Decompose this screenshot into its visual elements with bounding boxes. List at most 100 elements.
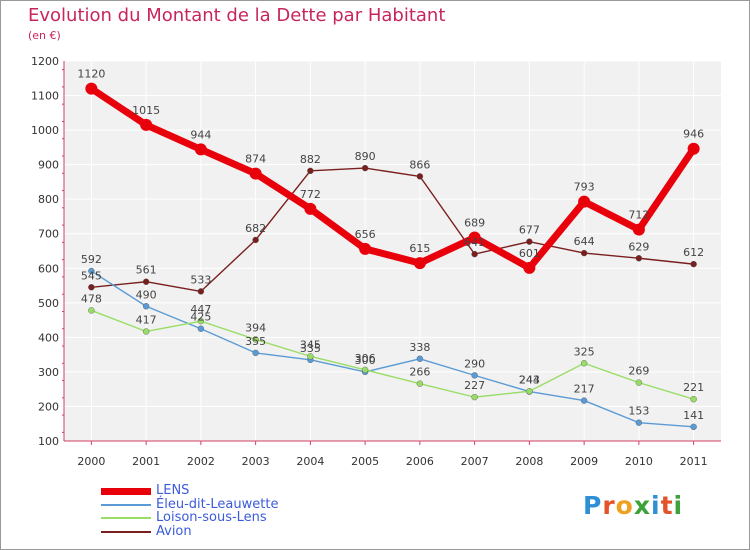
- data-label-avion: 629: [628, 240, 649, 253]
- x-tick-label: 2000: [77, 455, 105, 468]
- data-label-loison-sous-lens: 244: [519, 373, 540, 386]
- data-label-avion: 866: [409, 158, 430, 171]
- y-tick-label: 100: [38, 435, 59, 448]
- data-label-lens: 615: [409, 242, 430, 255]
- x-tick-label: 2009: [570, 455, 598, 468]
- data-label-leu-dit-leauwette: 355: [245, 335, 266, 348]
- data-label-leu-dit-leauwette: 592: [81, 253, 102, 266]
- logo-letter: o: [615, 491, 634, 520]
- data-label-lens: 772: [300, 188, 321, 201]
- data-point-loison-sous-lens: [307, 353, 314, 360]
- y-tick-label: 600: [38, 262, 59, 275]
- data-label-leu-dit-leauwette: 425: [190, 311, 211, 324]
- data-point-avion: [252, 236, 259, 244]
- series-line-loison-sous-lens: [90, 309, 695, 400]
- chart-subtitle: (en €): [28, 29, 61, 42]
- data-label-loison-sous-lens: 306: [355, 352, 376, 365]
- data-label-lens: 874: [245, 153, 266, 166]
- data-point-leu-dit-leauwette: [88, 267, 95, 275]
- y-tick-label: 400: [38, 331, 59, 344]
- data-point-leu-dit-leauwette: [471, 372, 478, 379]
- series-line-avion: [90, 167, 695, 293]
- data-point-lens: [85, 82, 98, 95]
- data-label-avion: 682: [245, 222, 266, 235]
- data-label-avion: 533: [190, 273, 211, 286]
- data-point-lens: [578, 195, 591, 208]
- data-point-lens: [140, 118, 153, 131]
- data-point-avion: [526, 238, 533, 245]
- data-point-lens: [359, 242, 372, 255]
- proxiti-logo: Proxiti: [583, 491, 683, 520]
- y-tick-label: 700: [38, 228, 59, 241]
- legend-swatch: [101, 517, 151, 519]
- data-point-loison-sous-lens: [361, 366, 369, 374]
- data-point-leu-dit-leauwette: [142, 303, 150, 310]
- y-tick-label: 1000: [31, 124, 59, 137]
- data-label-avion: 612: [683, 246, 704, 259]
- data-label-loison-sous-lens: 394: [245, 321, 266, 334]
- data-point-avion: [88, 284, 95, 291]
- data-label-avion: 677: [519, 224, 540, 237]
- x-tick-label: 2002: [187, 455, 215, 468]
- data-point-avion: [416, 173, 424, 180]
- data-label-loison-sous-lens: 345: [300, 338, 321, 351]
- data-point-loison-sous-lens: [88, 307, 95, 314]
- data-point-lens: [304, 202, 317, 215]
- data-label-lens: 712: [628, 209, 649, 222]
- x-tick-label: 2011: [680, 455, 708, 468]
- x-tick-label: 2005: [351, 455, 379, 468]
- data-point-avion: [142, 278, 150, 285]
- data-label-loison-sous-lens: 266: [409, 366, 430, 379]
- data-point-avion: [635, 255, 643, 262]
- data-point-lens: [413, 257, 426, 270]
- data-label-lens: 1015: [132, 104, 160, 117]
- data-label-avion: 890: [355, 150, 376, 163]
- data-label-avion: 545: [81, 269, 102, 282]
- data-point-lens: [632, 223, 645, 236]
- data-label-loison-sous-lens: 227: [464, 379, 485, 392]
- data-label-avion: 882: [300, 153, 321, 166]
- legend-label: LENS: [156, 483, 190, 498]
- data-label-lens: 793: [574, 181, 595, 194]
- data-label-loison-sous-lens: 325: [574, 345, 595, 358]
- data-label-leu-dit-leauwette: 490: [136, 288, 157, 301]
- data-label-loison-sous-lens: 417: [136, 313, 157, 326]
- legend-swatch: [101, 487, 151, 495]
- legend-label: Loison-sous-Lens: [156, 510, 267, 525]
- data-point-leu-dit-leauwette: [416, 355, 424, 362]
- logo-letter: i: [673, 491, 684, 520]
- data-point-avion: [690, 260, 697, 268]
- data-label-loison-sous-lens: 221: [683, 381, 704, 394]
- data-point-loison-sous-lens: [197, 317, 205, 325]
- data-point-avion: [580, 249, 588, 257]
- legend-label: Éleu-dit-Leauwette: [156, 496, 279, 512]
- data-point-leu-dit-leauwette: [252, 349, 259, 357]
- data-point-avion: [361, 164, 369, 172]
- y-tick-label: 900: [38, 159, 59, 172]
- series-line-leu-dit-leauwette: [90, 270, 695, 428]
- logo-letter: r: [602, 491, 616, 520]
- data-label-leu-dit-leauwette: 300: [355, 354, 376, 367]
- data-label-avion: 561: [136, 264, 157, 277]
- logo-letter: P: [583, 491, 603, 520]
- data-point-loison-sous-lens: [635, 379, 643, 386]
- data-point-loison-sous-lens: [690, 396, 697, 403]
- chart-title: Evolution du Montant de la Dette par Hab…: [28, 5, 446, 26]
- data-label-lens: 944: [190, 128, 211, 141]
- logo-letter: i: [651, 491, 661, 520]
- plot-area: [64, 61, 721, 441]
- data-point-loison-sous-lens: [252, 336, 259, 343]
- data-point-lens: [523, 261, 536, 274]
- data-point-leu-dit-leauwette: [690, 423, 697, 431]
- data-label-leu-dit-leauwette: 335: [300, 342, 321, 355]
- data-label-leu-dit-leauwette: 153: [628, 405, 649, 418]
- x-tick-label: 2010: [625, 455, 653, 468]
- y-tick-label: 200: [38, 400, 59, 413]
- data-point-avion: [307, 167, 314, 175]
- data-label-avion: 644: [574, 235, 595, 248]
- y-tick-label: 800: [38, 193, 59, 206]
- data-point-lens: [468, 231, 481, 244]
- data-point-loison-sous-lens: [580, 360, 588, 367]
- data-label-leu-dit-leauwette: 243: [519, 374, 540, 387]
